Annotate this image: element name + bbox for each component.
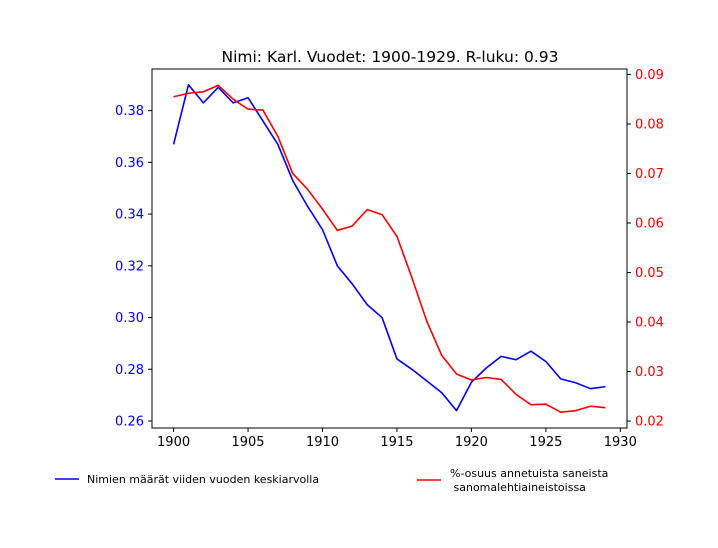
left-tick-label: 0.26 xyxy=(115,415,144,430)
right-tick-label: 0.06 xyxy=(635,216,664,231)
right-y-axis: 0.02 0.03 0.04 0.05 0.06 0.07 0.08 0.09 xyxy=(627,68,664,430)
legend-label-1: Nimien määrät viiden vuoden keskiarvolla xyxy=(87,473,319,486)
right-tick-label: 0.04 xyxy=(635,316,664,331)
chart-title: Nimi: Karl. Vuodet: 1900-1929. R-luku: 0… xyxy=(221,48,558,66)
series-line-2 xyxy=(173,84,606,413)
left-tick-label: 0.32 xyxy=(115,259,144,274)
legend: Nimien määrät viiden vuoden keskiarvolla… xyxy=(55,467,608,494)
x-tick-label: 1900 xyxy=(157,435,190,450)
plot-frame xyxy=(151,68,628,429)
right-tick-label: 0.03 xyxy=(635,365,664,380)
left-tick-label: 0.34 xyxy=(115,208,144,223)
x-tick-label: 1905 xyxy=(231,435,264,450)
legend-label-2: %-osuus annetuista saneista sanomalehtia… xyxy=(450,467,608,494)
x-tick-label: 1910 xyxy=(306,435,339,450)
x-tick-label: 1920 xyxy=(455,435,488,450)
plot-area xyxy=(151,68,628,429)
left-tick-label: 0.28 xyxy=(115,363,144,378)
left-y-axis: 0.26 0.28 0.30 0.32 0.34 0.36 0.38 xyxy=(115,104,152,430)
left-tick-label: 0.36 xyxy=(115,156,144,171)
left-tick-label: 0.30 xyxy=(115,311,144,326)
right-tick-label: 0.05 xyxy=(635,266,664,281)
series-line-1 xyxy=(172,83,606,412)
right-tick-label: 0.07 xyxy=(635,167,664,182)
right-tick-label: 0.08 xyxy=(635,117,664,132)
right-tick-label: 0.02 xyxy=(635,415,664,430)
left-tick-label: 0.38 xyxy=(115,104,144,119)
x-tick-label: 1930 xyxy=(604,435,637,450)
x-tick-label: 1925 xyxy=(529,435,562,450)
x-axis: 1900 1905 1910 1915 1920 1925 1930 xyxy=(157,428,637,450)
x-tick-label: 1915 xyxy=(380,435,413,450)
right-tick-label: 0.09 xyxy=(635,68,664,83)
